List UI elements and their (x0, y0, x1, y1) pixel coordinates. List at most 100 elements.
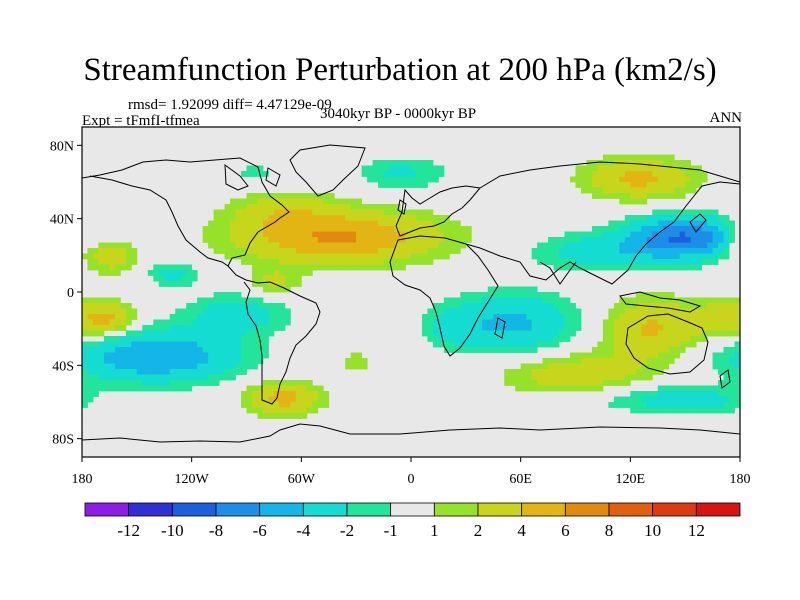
contour-cell (180, 385, 187, 392)
contour-cell (219, 231, 225, 238)
contour-cell (707, 391, 713, 397)
contour-cell (92, 325, 99, 331)
contour-cell (416, 215, 423, 221)
contour-cell (147, 352, 154, 359)
contour-cell (635, 308, 642, 315)
contour-cell (169, 341, 176, 348)
contour-cell (114, 325, 121, 331)
contour-cell (295, 215, 302, 221)
contour-cell (542, 259, 549, 265)
contour-cell (208, 314, 214, 320)
contour-cell (646, 215, 653, 221)
contour-cell (641, 402, 648, 408)
contour-cell (213, 336, 220, 342)
contour-cell (613, 187, 620, 194)
contour-cell (526, 292, 533, 298)
contour-cell (652, 176, 659, 183)
contour-cell (465, 319, 472, 326)
contour-cell (690, 259, 697, 265)
contour-cell (734, 391, 740, 397)
contour-cell (663, 226, 670, 232)
contour-cell (674, 264, 681, 271)
contour-cell (389, 242, 395, 249)
contour-cell (652, 154, 659, 161)
contour-cell (690, 297, 697, 304)
colorbar-label: 1 (430, 521, 439, 540)
contour-cell (515, 314, 522, 320)
contour-cell (328, 209, 335, 216)
contour-cell (685, 209, 692, 216)
contour-cell (251, 363, 258, 370)
contour-cell (131, 308, 138, 315)
contour-cell (515, 369, 522, 375)
contour-cell (411, 237, 417, 243)
contour-cell (679, 182, 686, 188)
contour-cell (405, 242, 412, 249)
contour-cell (262, 226, 269, 232)
contour-cell (438, 248, 445, 254)
contour-cell (723, 385, 730, 392)
contour-cell (241, 314, 247, 320)
contour-cell (136, 363, 143, 370)
contour-cell (262, 347, 269, 353)
contour-cell (586, 231, 593, 238)
contour-cell (224, 336, 231, 342)
contour-cell (262, 204, 269, 210)
contour-cell (306, 198, 313, 205)
contour-cell (131, 314, 138, 320)
contour-cell (202, 341, 209, 348)
contour-cell (668, 297, 675, 304)
contour-cell (679, 347, 686, 353)
contour-cell (230, 358, 236, 364)
contour-cell (284, 385, 291, 392)
contour-cell (350, 358, 357, 364)
contour-cell (323, 231, 330, 238)
contour-cell (361, 358, 368, 364)
contour-cell (235, 237, 242, 243)
contour-cell (723, 380, 730, 386)
contour-cell (701, 237, 708, 243)
contour-cell (180, 363, 187, 370)
contour-cell (268, 275, 275, 282)
contour-cell (635, 363, 642, 370)
contour-cell (657, 253, 664, 260)
contour-cell (586, 171, 593, 177)
contour-cell (317, 259, 324, 265)
contour-cell (608, 259, 615, 265)
contour-cell (284, 380, 291, 386)
contour-cell (591, 193, 598, 199)
contour-cell (471, 297, 478, 304)
contour-cell (630, 248, 637, 254)
contour-cell (635, 391, 642, 397)
contour-cell (602, 259, 609, 265)
contour-cell (690, 402, 697, 408)
contour-cell (608, 314, 615, 320)
contour-cell (718, 242, 724, 249)
contour-cell (559, 385, 565, 392)
contour-cell (246, 226, 253, 232)
contour-cell (624, 369, 631, 375)
contour-cell (449, 347, 456, 353)
contour-cell (559, 248, 565, 254)
contour-cell (246, 385, 253, 392)
contour-cell (570, 374, 576, 381)
contour-cell (356, 358, 363, 364)
contour-cell (635, 259, 642, 265)
contour-cell (509, 341, 516, 348)
contour-cell (306, 231, 313, 238)
contour-cell (273, 209, 280, 216)
contour-cell (169, 330, 176, 337)
contour-cell (504, 286, 511, 293)
contour-cell (449, 242, 456, 249)
contour-cell (707, 396, 713, 403)
contour-cell (668, 193, 675, 199)
contour-cell (383, 237, 390, 243)
contour-cell (251, 396, 258, 403)
contour-cell (284, 220, 291, 227)
contour-cell (449, 336, 456, 342)
contour-cell (125, 385, 132, 392)
contour-cell (114, 242, 121, 249)
contour-cell (531, 380, 538, 386)
contour-cell (180, 264, 187, 271)
contour-cell (476, 308, 483, 315)
